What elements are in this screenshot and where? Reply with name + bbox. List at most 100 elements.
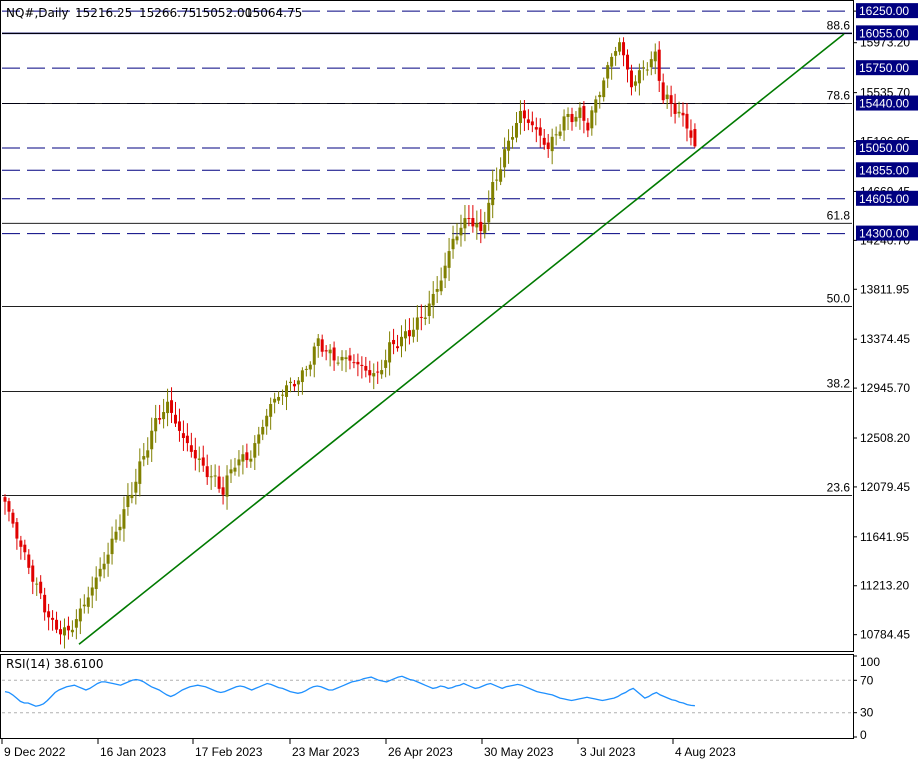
price-tick-label: 10784.45 [860,628,910,642]
level-price-label: 14855.00 [859,163,909,177]
candle-body [185,435,189,444]
candle-body [181,433,185,438]
candle-body [669,95,673,104]
level-price-label: 15750.00 [859,61,909,75]
rsi-axis: 100 70 30 0 [853,655,880,742]
candle-body [542,137,546,145]
price-tick-label: 11213.20 [860,579,909,593]
price-tick-label: 11641.95 [860,530,909,544]
candle-body [689,130,693,138]
fib-level-label: 50.0 [827,292,851,306]
candle-body [534,127,538,130]
candle-body [439,280,443,292]
candle-body [558,131,562,136]
candle-body [649,59,653,68]
candle-body [360,364,364,366]
candle-body [447,251,451,268]
candle-body [39,581,43,594]
candle-body [51,617,55,620]
candle-body [173,414,177,424]
candle-body [98,568,102,577]
candle-body [372,373,376,377]
candle-body [681,112,685,116]
price-tick-label: 12079.45 [860,480,910,494]
candle-body [277,396,281,401]
candle-body [15,522,19,539]
candle-body [614,51,618,56]
candle-body [598,94,602,98]
candle-body [197,458,201,460]
candle-body [261,426,265,435]
ohlc-low: 15052.00 [195,6,252,20]
rsi-tick-label: 30 [860,706,874,720]
candle-body [388,342,392,363]
candle-body [673,103,677,114]
candle-body [265,415,269,427]
candle-body [491,182,495,206]
ohlc-close: 15064.75 [245,6,302,20]
level-label-box [856,140,918,156]
main-panel-frame [0,0,854,652]
level-price-label: 14605.00 [859,192,909,206]
candle-body [435,289,439,292]
candlestick-series [3,37,697,649]
candle-body [586,122,590,131]
candle-body [677,111,681,114]
candle-body [499,169,503,182]
candle-body [518,110,522,123]
trendline[interactable] [78,33,845,645]
candle-body [685,113,689,129]
fib-level-label: 88.6 [827,18,851,32]
candle-body [554,134,558,136]
candle-body [150,430,154,450]
candle-body [380,370,384,375]
level-label-box [856,225,918,241]
candle-body [154,418,158,432]
candle-body [122,509,126,529]
candle-body [511,137,515,140]
candle-body [562,116,566,131]
date-tick-label: 4 Aug 2023 [675,745,736,759]
candle-body [653,51,657,62]
candle-body [300,370,304,383]
candle-body [23,544,27,553]
candle-body [352,362,356,364]
price-tick-label: 13811.95 [860,282,909,296]
candle-body [514,123,518,138]
candle-body [400,336,403,347]
candle-body [35,583,39,585]
candle-body [487,202,491,223]
candle-body [43,594,47,613]
candle-body [3,497,7,502]
date-tick-label: 30 May 2023 [484,745,554,759]
candle-body [170,400,174,413]
candle-body [114,531,118,540]
candle-body [411,329,415,337]
date-tick-label: 26 Apr 2023 [388,745,453,759]
candle-body [633,81,637,86]
candle-body [415,317,419,330]
candle-body [570,113,574,123]
candle-body [209,476,213,478]
candle-body [324,350,328,352]
price-tick-label: 12945.70 [860,381,910,395]
candle-body [483,224,487,233]
candle-body [158,418,162,420]
candle-body [629,70,633,88]
rsi-tick-label: 0 [860,728,867,742]
candle-body [368,370,372,376]
ohlc-open: 15216.25 [75,6,132,20]
candle-body [19,540,23,547]
candle-body [162,412,166,420]
candle-body [637,70,641,84]
fib-retracement: 88.6 78.6 61.8 50.0 38.2 23.6 [2,18,852,496]
candle-body [142,456,146,460]
candle-body [146,450,150,458]
candle-body [166,401,170,414]
price-tick-label: 13374.45 [860,332,910,346]
candle-body [618,42,622,52]
candle-body [340,356,344,361]
candle-body [205,466,209,478]
candle-body [661,82,665,101]
